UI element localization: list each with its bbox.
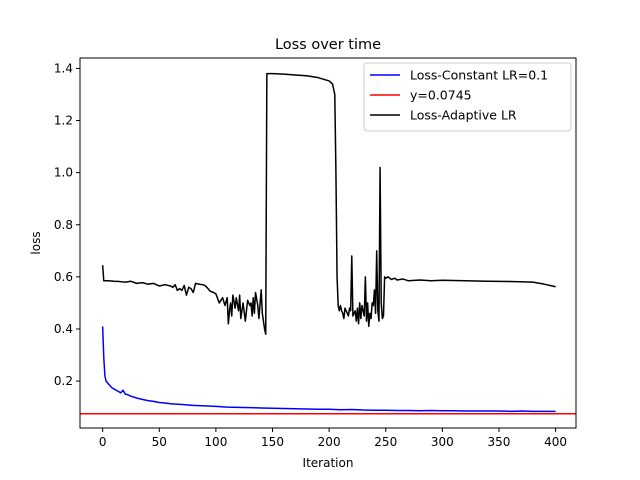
legend-label: Loss-Adaptive LR xyxy=(410,108,517,123)
series-line-adaptive-lr xyxy=(101,72,556,335)
plot-area xyxy=(80,72,576,415)
legend-box xyxy=(363,62,572,132)
y-axis-label: loss xyxy=(29,231,43,254)
legend-label: y=0.0745 xyxy=(410,88,472,103)
y-tick-label: 0.6 xyxy=(54,270,73,284)
legend-label: Loss-Constant LR=0.1 xyxy=(410,68,548,83)
x-tick-label: 50 xyxy=(152,435,167,449)
series-line-constant-lr xyxy=(101,326,556,413)
y-tick-label: 0.4 xyxy=(54,322,73,336)
x-axis-label: Iteration xyxy=(303,456,354,470)
y-axis: 0.2 0.4 0.6 0.8 1.0 1.2 1.4 xyxy=(54,61,80,388)
x-tick-label: 250 xyxy=(374,435,397,449)
x-tick-label: 350 xyxy=(488,435,511,449)
axes-frame xyxy=(79,57,577,429)
y-tick-label: 1.2 xyxy=(54,114,73,128)
x-tick-label: 0 xyxy=(99,435,107,449)
x-tick-label: 150 xyxy=(261,435,284,449)
y-tick-label: 1.4 xyxy=(54,61,73,75)
x-tick-label: 200 xyxy=(318,435,341,449)
x-tick-label: 400 xyxy=(544,435,567,449)
x-tick-label: 100 xyxy=(204,435,227,449)
y-tick-label: 0.2 xyxy=(54,374,73,388)
x-tick-label: 300 xyxy=(431,435,454,449)
y-tick-label: 0.8 xyxy=(54,218,73,232)
x-axis: 0 50 100 150 200 250 300 350 400 xyxy=(99,428,567,449)
y-tick-label: 1.0 xyxy=(54,166,73,180)
legend: Loss-Constant LR=0.1 y=0.0745 Loss-Adaptiv… xyxy=(363,62,572,132)
chart-title: Loss over time xyxy=(275,37,381,53)
